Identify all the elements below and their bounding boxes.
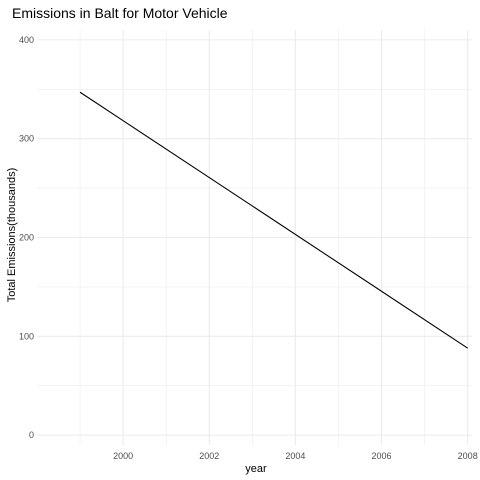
y-tick-label: 400 [19,35,34,45]
y-axis-label: Total Emissions(thousands) [6,168,18,303]
x-tick-label: 2004 [285,451,305,461]
y-tick-label: 300 [19,134,34,144]
y-tick-label: 0 [29,430,34,440]
series-lines [79,91,468,349]
x-axis-ticks: 2000 2002 2004 2006 2008 [113,451,478,461]
x-tick-label: 2000 [113,451,133,461]
y-tick-label: 100 [19,331,34,341]
x-axis-label: year [245,463,267,475]
y-tick-label: 200 [19,233,34,243]
x-tick-label: 2002 [199,451,219,461]
chart-title: Emissions in Balt for Motor Vehicle [12,5,228,21]
series-line-0 [79,91,468,349]
x-tick-label: 2006 [372,451,392,461]
y-axis-ticks: 0 100 200 300 400 [19,35,34,440]
x-tick-label: 2008 [458,451,478,461]
grid-lines [37,30,472,445]
